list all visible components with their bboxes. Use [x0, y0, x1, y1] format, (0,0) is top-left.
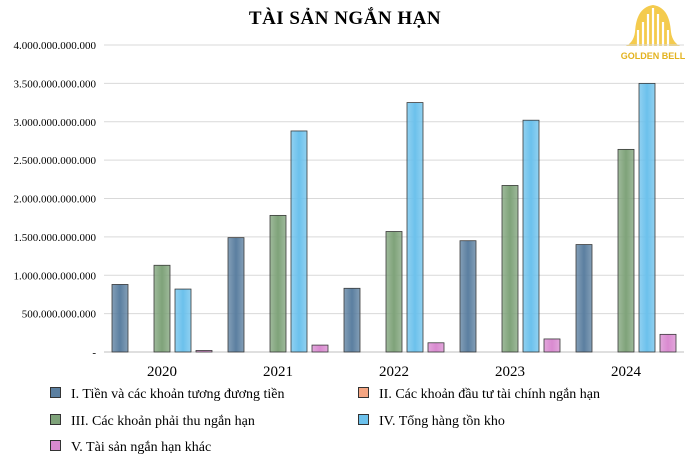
y-tick-label: 1.000.000.000.000 [14, 270, 97, 282]
legend-label-phai-thu: III. Các khoản phải thu ngắn hạn [71, 414, 255, 429]
y-tick-label: 2.000.000.000.000 [14, 194, 97, 206]
bar-2020-series-3 [153, 264, 171, 353]
bar-2023-series-1 [459, 240, 477, 353]
bar-2021-series-1 [227, 237, 245, 353]
legend-item-dau-tu: II. Các khoản đầu tư tài chính ngắn hạn [358, 387, 600, 403]
y-tick-label: 3.500.000.000.000 [14, 78, 97, 90]
bar-2024-series-4 [638, 82, 656, 353]
golden-bell-logo: GOLDEN BELL [620, 2, 686, 64]
bar-2022-series-5 [427, 342, 445, 353]
bar-2022-series-1 [343, 287, 361, 353]
bar-2024-series-5 [659, 333, 677, 353]
bar-2023-series-4 [522, 119, 540, 353]
legend-swatch-phai-thu [50, 414, 61, 426]
bar-2020-series-1 [111, 284, 129, 353]
legend-swatch-tien [50, 387, 61, 399]
bar-2024-series-3 [617, 148, 635, 353]
plot-area: - 500.000.000.000 1.000.000.000.000 1.500.0… [14, 40, 684, 380]
bar-2021-series-3 [269, 214, 287, 353]
x-tick-label: 2024 [611, 364, 642, 380]
y-tick-label: 3.000.000.000.000 [14, 117, 97, 129]
legend-label-khac: V. Tài sản ngắn hạn khác [71, 440, 212, 455]
x-tick-label: 2022 [379, 364, 409, 380]
legend-swatch-khac [50, 440, 61, 452]
x-tick-label: 2020 [147, 364, 177, 380]
bell-icon [626, 5, 680, 46]
legend-item-khac: V. Tài sản ngắn hạn khác [50, 440, 211, 456]
bar-2024-series-1 [575, 244, 593, 353]
bar-2021-series-5 [311, 344, 329, 353]
legend-swatch-hang-ton-kho [358, 414, 369, 426]
bar-2023-series-5 [543, 338, 561, 353]
y-tick-label: 1.500.000.000.000 [14, 232, 97, 244]
bar-2022-series-4 [406, 102, 424, 353]
y-tick-label: 2.500.000.000.000 [14, 155, 97, 167]
y-tick-label: 4.000.000.000.000 [14, 40, 97, 52]
bar-2023-series-3 [501, 185, 519, 353]
legend-item-tien: I. Tiền và các khoản tương đương tiền [50, 387, 285, 403]
legend-item-hang-ton-kho: IV. Tổng hàng tồn kho [358, 414, 505, 430]
legend-label-hang-ton-kho: IV. Tổng hàng tồn kho [379, 414, 505, 429]
legend-item-phai-thu: III. Các khoản phải thu ngắn hạn [50, 414, 255, 430]
x-tick-label: 2023 [495, 364, 525, 380]
bar-2020-series-5 [195, 350, 213, 353]
x-tick-label: 2021 [263, 364, 293, 380]
y-tick-label: - [92, 347, 96, 359]
y-tick-label: 500.000.000.000 [22, 309, 97, 321]
legend-swatch-dau-tu [358, 387, 369, 399]
legend-label-tien: I. Tiền và các khoản tương đương tiền [71, 387, 285, 402]
bar-2020-series-4 [174, 288, 192, 353]
legend-label-dau-tu: II. Các khoản đầu tư tài chính ngắn hạn [379, 387, 601, 402]
logo-text: GOLDEN BELL [620, 51, 686, 61]
bar-2022-series-3 [385, 231, 403, 353]
chart-title: TÀI SẢN NGẮN HẠN [248, 8, 442, 29]
bar-2021-series-4 [290, 130, 308, 353]
